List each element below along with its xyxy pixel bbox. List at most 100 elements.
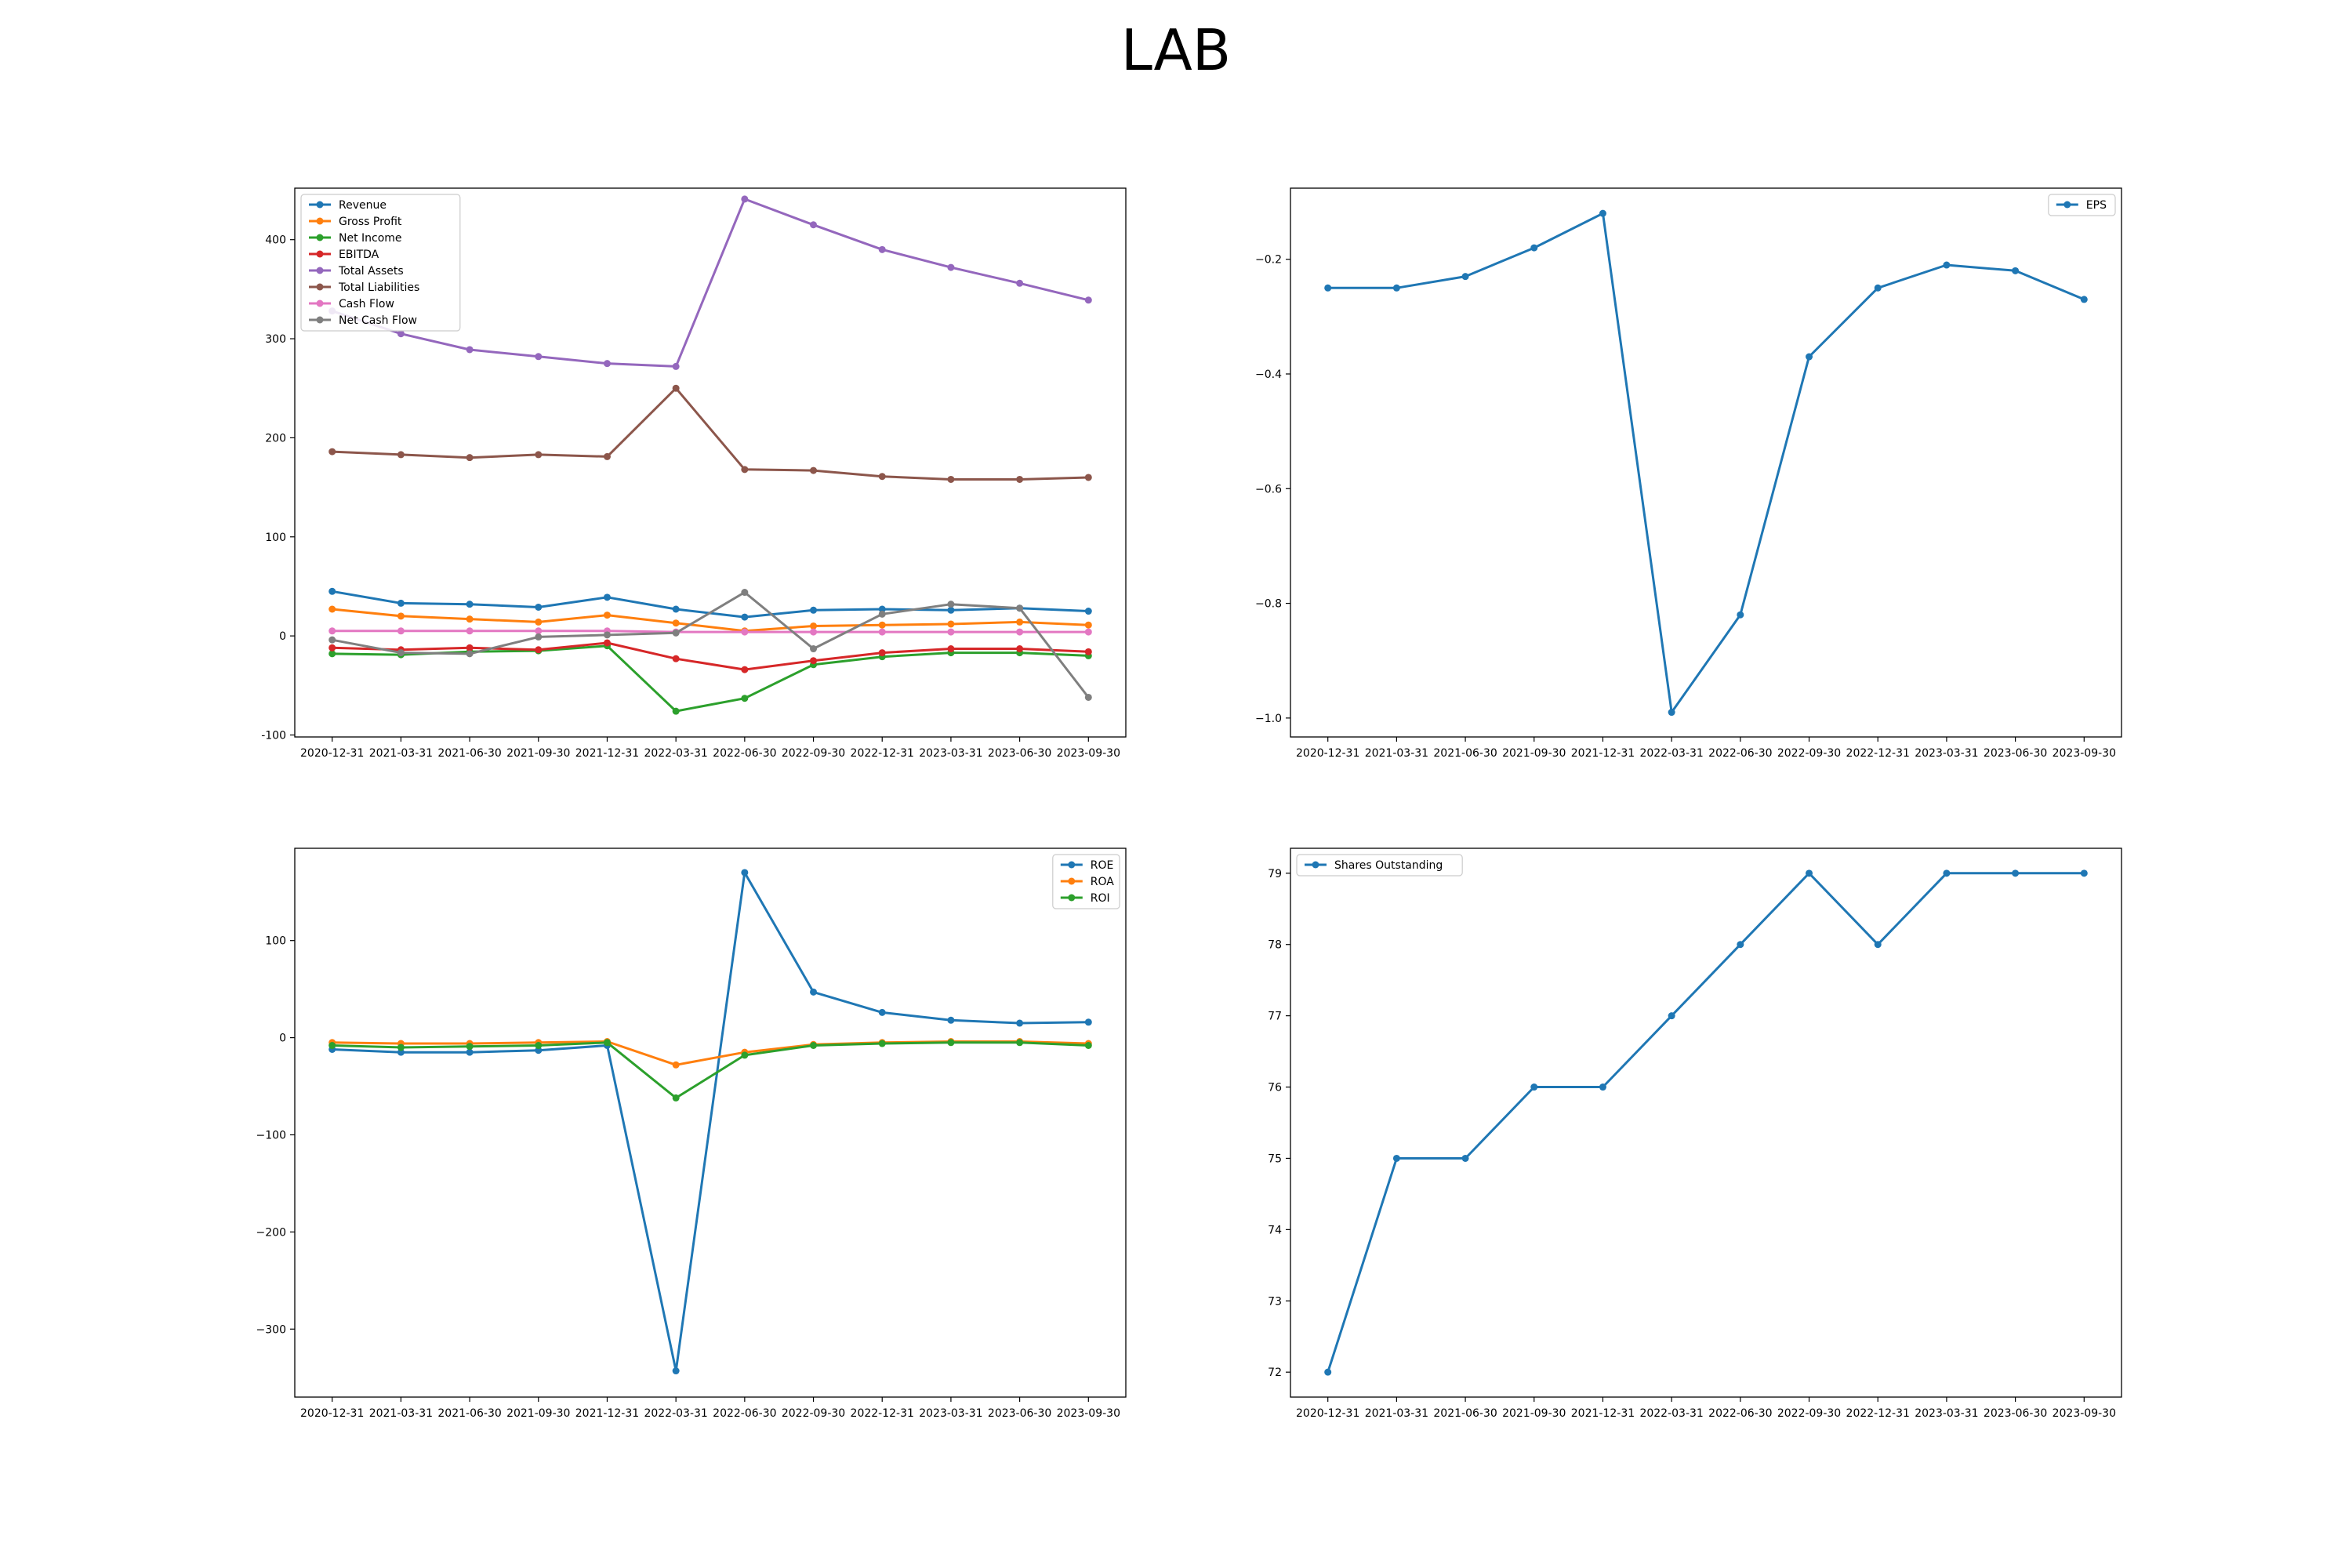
legend-label: EBITDA xyxy=(339,249,379,261)
data-point-net-income xyxy=(741,695,749,702)
y-tick-label: −200 xyxy=(256,1226,286,1239)
legend-label: Gross Profit xyxy=(339,216,402,228)
data-point-roi xyxy=(1016,1039,1024,1047)
data-point-revenue xyxy=(1084,608,1092,615)
x-tick-label: 2023-09-30 xyxy=(2053,747,2116,760)
x-tick-label: 2021-09-30 xyxy=(1502,747,1566,760)
y-tick-label: 73 xyxy=(1268,1295,1282,1308)
data-point-roi xyxy=(603,1039,611,1047)
data-point-gross-profit xyxy=(1084,621,1092,629)
data-point-total-assets xyxy=(1016,279,1024,287)
y-tick-label: 78 xyxy=(1268,939,1282,952)
data-point-ebitda xyxy=(878,649,886,657)
legend-marker xyxy=(316,283,324,291)
data-point-ebitda xyxy=(603,639,611,647)
data-point-eps xyxy=(1668,709,1675,717)
series-line-eps xyxy=(1327,212,2085,713)
data-point-ebitda xyxy=(328,644,336,652)
x-tick-label: 2022-12-31 xyxy=(1846,1407,1910,1420)
x-tick-label: 2021-12-31 xyxy=(1571,1407,1635,1420)
x-tick-label: 2023-09-30 xyxy=(1057,747,1120,760)
financials-plot-frame xyxy=(294,187,1127,738)
data-point-gross-profit xyxy=(810,622,818,630)
y-tick-label: 72 xyxy=(1268,1367,1282,1379)
legend-marker xyxy=(1068,894,1076,902)
data-point-gross-profit xyxy=(947,620,955,628)
y-tick-label: 0 xyxy=(279,1033,286,1045)
data-point-shares-outstanding xyxy=(1324,1368,1332,1376)
x-tick-label: 2022-06-30 xyxy=(713,1407,776,1420)
data-point-roi xyxy=(328,1042,336,1050)
data-point-net-income xyxy=(328,650,336,658)
series-line-total-assets xyxy=(332,198,1089,368)
x-tick-label: 2022-06-30 xyxy=(1708,1407,1772,1420)
data-point-roe xyxy=(741,869,749,877)
eps-line-chart: 2020-12-31 2021-03-31 2021-06-30 2021-09-30… xyxy=(1255,187,2122,760)
x-tick-label: 2022-06-30 xyxy=(1708,747,1772,760)
data-point-eps xyxy=(1599,209,1606,217)
data-point-eps xyxy=(1806,353,1813,361)
legend-label: Shares Outstanding xyxy=(1334,859,1443,872)
x-tick-label: 2021-09-30 xyxy=(506,1407,570,1420)
data-point-total-liabilities xyxy=(1084,474,1092,481)
y-tick-label: 300 xyxy=(265,333,286,346)
financials-line-chart: 2020-12-31 2021-03-31 2021-06-30 2021-09-30… xyxy=(261,187,1127,760)
legend-label: Total Liabilities xyxy=(338,281,419,294)
returns-line-chart: 2020-12-31 2021-03-31 2021-06-30 2021-09-30… xyxy=(256,848,1127,1420)
data-point-ebitda xyxy=(947,645,955,653)
data-point-cash-flow xyxy=(947,628,955,636)
legend-box xyxy=(1296,854,1463,877)
data-point-total-liabilities xyxy=(810,466,818,474)
data-point-total-liabilities xyxy=(535,451,543,459)
series-line-cash-flow xyxy=(332,630,1089,633)
data-point-revenue xyxy=(741,613,749,621)
series-line-ebitda xyxy=(332,641,1089,671)
y-tick-label: 77 xyxy=(1268,1011,1282,1023)
financials-legend: Revenue Gross Profit Net Income EBITDA Total… xyxy=(300,194,461,332)
data-point-eps xyxy=(2080,296,2088,303)
legend-label: ROA xyxy=(1091,876,1115,888)
legend-marker xyxy=(1312,861,1319,869)
x-tick-label: 2023-03-31 xyxy=(1915,1407,1978,1420)
data-point-total-liabilities xyxy=(947,475,955,483)
legend-label: Net Cash Flow xyxy=(339,314,417,327)
y-tick-label: −0.8 xyxy=(1255,598,1282,611)
data-point-cash-flow xyxy=(878,628,886,636)
data-point-total-liabilities xyxy=(328,448,336,456)
y-tick-label: −1.0 xyxy=(1255,713,1282,725)
data-point-total-liabilities xyxy=(878,473,886,481)
data-point-gross-profit xyxy=(878,621,886,629)
x-tick-label: 2023-06-30 xyxy=(1984,1407,2047,1420)
data-point-eps xyxy=(1461,273,1469,281)
x-tick-label: 2022-06-30 xyxy=(713,747,776,760)
data-point-total-liabilities xyxy=(466,454,474,462)
data-point-gross-profit xyxy=(328,605,336,613)
x-tick-label: 2022-03-31 xyxy=(644,747,707,760)
data-point-net-cash-flow xyxy=(466,650,474,658)
data-point-total-assets xyxy=(466,346,474,354)
legend-label: ROE xyxy=(1091,859,1114,872)
x-tick-label: 2023-09-30 xyxy=(1057,1407,1120,1420)
data-point-ebitda xyxy=(810,657,818,665)
x-tick-label: 2021-03-31 xyxy=(369,747,433,760)
data-point-roi xyxy=(878,1040,886,1047)
data-point-ebitda xyxy=(1084,648,1092,655)
y-tick-label: 76 xyxy=(1268,1082,1282,1094)
data-point-total-assets xyxy=(603,360,611,368)
legend-marker xyxy=(316,201,324,209)
x-tick-label: 2021-06-30 xyxy=(1433,1407,1497,1420)
legend-box xyxy=(300,194,461,332)
data-point-cash-flow xyxy=(535,627,543,635)
x-tick-label: 2021-09-30 xyxy=(1502,1407,1566,1420)
data-point-net-cash-flow xyxy=(535,633,543,641)
x-tick-label: 2023-09-30 xyxy=(2053,1407,2116,1420)
y-tick-label: −0.2 xyxy=(1255,254,1282,267)
data-point-cash-flow xyxy=(810,628,818,636)
data-point-eps xyxy=(1943,261,1951,269)
data-point-total-assets xyxy=(947,263,955,271)
data-point-roe xyxy=(1016,1019,1024,1027)
eps-legend: EPS xyxy=(2048,194,2116,216)
legend-label: Net Income xyxy=(339,232,402,245)
legend-marker xyxy=(1068,861,1076,869)
